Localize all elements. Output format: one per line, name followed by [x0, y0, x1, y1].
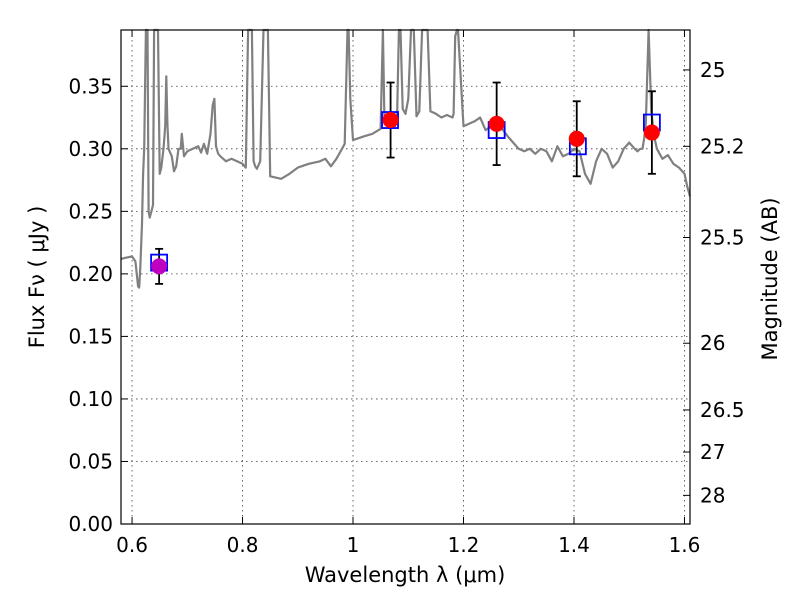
x-tick-label: 1.4 — [558, 533, 590, 557]
x-tick-label: 0.6 — [116, 533, 148, 557]
y-tick-label: 0.00 — [68, 512, 113, 536]
flux-point — [488, 115, 505, 132]
mag-tick-label: 25.5 — [700, 225, 745, 249]
y-axis-label: Flux Fν ( μJy ) — [25, 206, 49, 349]
plot-area — [120, 28, 692, 289]
y-tick-label: 0.15 — [68, 324, 113, 348]
template-spectrum-line — [120, 28, 692, 289]
x-tick-label: 0.8 — [227, 533, 259, 557]
gridlines — [121, 30, 690, 525]
mag-tick-label: 28 — [700, 483, 725, 507]
y-tick-label: 0.10 — [68, 387, 113, 411]
y-tick-label: 0.25 — [68, 199, 113, 223]
axis-ticks — [121, 30, 690, 525]
flux-point — [643, 124, 660, 141]
y-tick-label: 0.30 — [68, 137, 113, 161]
plot-frame — [120, 29, 691, 525]
x-axis-label: Wavelength λ (μm) — [305, 563, 506, 587]
x-tick-label: 1.6 — [669, 533, 701, 557]
mag-tick-label: 25.2 — [700, 134, 745, 158]
y-tick-label: 0.35 — [68, 74, 113, 98]
mag-tick-label: 25 — [700, 58, 725, 82]
mag-tick-label: 27 — [700, 440, 725, 464]
observed-flux-markers — [151, 112, 660, 275]
y-tick-label: 0.20 — [68, 262, 113, 286]
x-tick-label: 1.2 — [448, 533, 480, 557]
right-axis-label: Magnitude (AB) — [758, 197, 782, 360]
flux-point — [382, 112, 399, 129]
mag-tick-label: 26.5 — [700, 398, 745, 422]
y-tick-label: 0.05 — [68, 449, 113, 473]
tick-labels: 0.6 0.8 1 1.2 1.4 1.6 0.00 0.05 0.10 0.15 0.20 0.25… — [68, 58, 744, 557]
flux-point — [568, 130, 585, 147]
x-tick-label: 1 — [347, 533, 360, 557]
flux-point — [151, 258, 168, 275]
mag-tick-label: 26 — [700, 331, 725, 355]
